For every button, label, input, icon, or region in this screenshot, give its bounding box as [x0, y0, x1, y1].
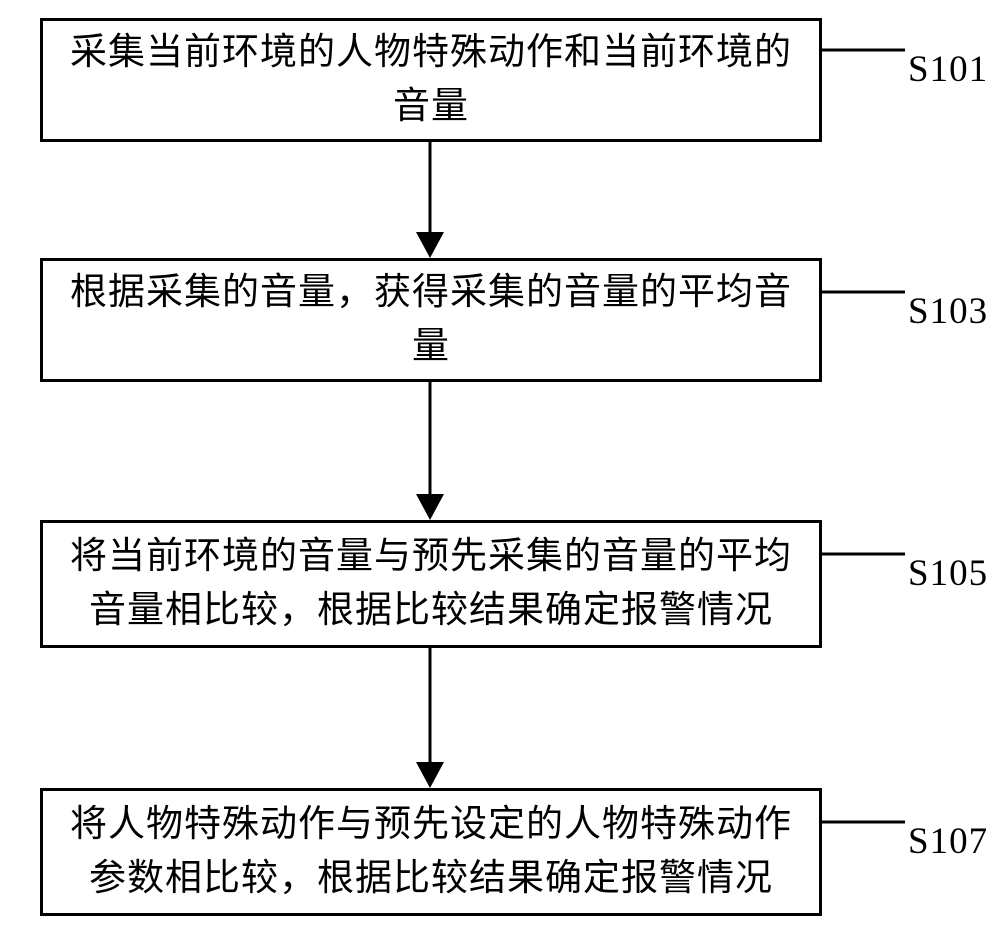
flow-node-s105: 将当前环境的音量与预先采集的音量的平均音量相比较，根据比较结果确定报警情况 [40, 520, 822, 648]
step-label-s105: S105 [908, 552, 988, 595]
step-label-s107: S107 [908, 820, 988, 863]
flow-node-text: 将当前环境的音量与预先采集的音量的平均音量相比较，根据比较结果确定报警情况 [63, 530, 799, 637]
flow-arrow [416, 382, 444, 520]
flow-node-text: 根据采集的音量，获得采集的音量的平均音量 [63, 266, 799, 373]
flowchart-canvas: 采集当前环境的人物特殊动作和当前环境的音量 S101 根据采集的音量，获得采集的… [0, 0, 1000, 938]
step-label-s103: S103 [908, 290, 988, 333]
flow-arrow [416, 142, 444, 258]
step-label-s101: S101 [908, 48, 988, 91]
flow-node-s103: 根据采集的音量，获得采集的音量的平均音量 [40, 258, 822, 382]
flow-node-text: 采集当前环境的人物特殊动作和当前环境的音量 [63, 26, 799, 133]
flow-node-s107: 将人物特殊动作与预先设定的人物特殊动作参数相比较，根据比较结果确定报警情况 [40, 788, 822, 916]
flow-arrow [416, 648, 444, 788]
flow-node-s101: 采集当前环境的人物特殊动作和当前环境的音量 [40, 18, 822, 142]
flow-node-text: 将人物特殊动作与预先设定的人物特殊动作参数相比较，根据比较结果确定报警情况 [63, 798, 799, 905]
